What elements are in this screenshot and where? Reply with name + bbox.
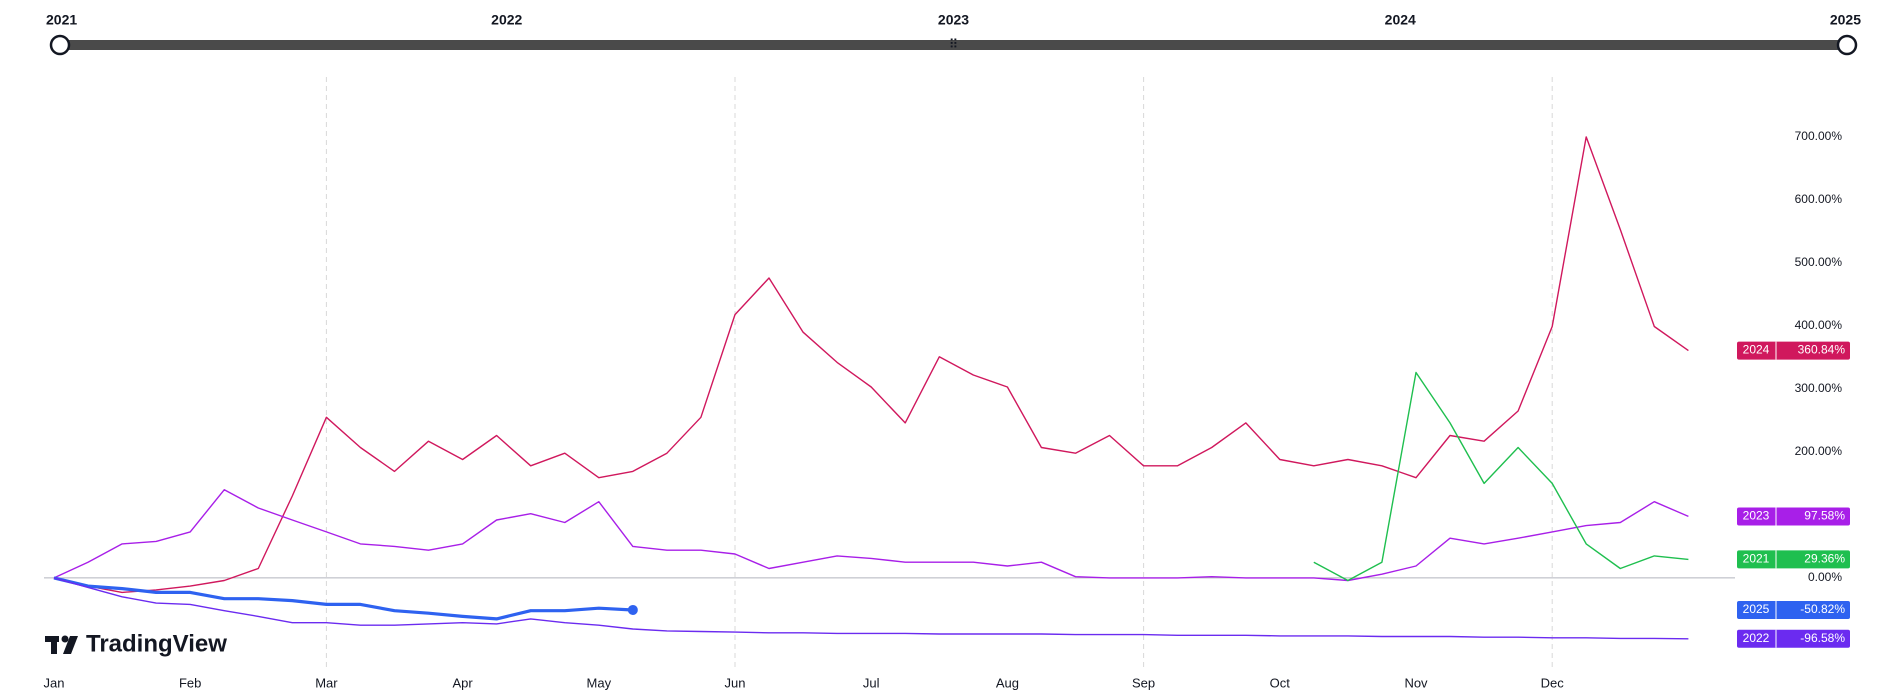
tag-series-name: 2021 xyxy=(1743,552,1770,566)
y-tick-label: 0.00% xyxy=(1808,570,1842,584)
brand-logo: TradingView xyxy=(45,630,227,657)
tag-bg xyxy=(1737,507,1850,526)
tag-bg xyxy=(1737,629,1850,648)
range-label: 2022 xyxy=(491,12,522,28)
tag-value: 360.84% xyxy=(1798,343,1846,357)
last-value-tag: 2025 -50.82% xyxy=(1737,600,1850,619)
last-value-tag: 2021 29.36% xyxy=(1737,550,1850,569)
tag-bg xyxy=(1737,341,1850,360)
logo-part xyxy=(61,635,69,643)
x-tick-label: Nov xyxy=(1404,675,1428,690)
x-tick-label: Jun xyxy=(725,675,746,690)
range-handle xyxy=(49,34,71,56)
tag-value: -96.58% xyxy=(1800,631,1845,645)
range-grip: ⠿ xyxy=(949,36,959,51)
range-label: 2023 xyxy=(938,12,969,28)
tag-value: 97.58% xyxy=(1804,509,1845,523)
brand-name: TradingView xyxy=(86,630,227,657)
tag-bg xyxy=(1737,550,1850,569)
range-label: 2021 xyxy=(46,12,77,28)
series-line xyxy=(53,576,633,621)
y-tick-label: 200.00% xyxy=(1795,444,1843,458)
tag-value: 29.36% xyxy=(1804,552,1845,566)
x-tick-label: Feb xyxy=(179,675,201,690)
tag-series-name: 2024 xyxy=(1743,343,1770,357)
range-handle xyxy=(1836,34,1858,56)
series-line xyxy=(53,489,1689,582)
tag-series-name: 2023 xyxy=(1743,509,1770,523)
x-tick-label: Jan xyxy=(44,675,65,690)
x-tick-label: Sep xyxy=(1132,675,1155,690)
x-tick-label: May xyxy=(587,675,612,690)
x-tick-label: Apr xyxy=(452,675,473,690)
y-tick-label: 400.00% xyxy=(1795,318,1843,332)
y-tick-label: 700.00% xyxy=(1795,129,1843,143)
x-tick-label: Mar xyxy=(315,675,338,690)
tag-bg xyxy=(1737,600,1850,619)
x-tick-label: Oct xyxy=(1270,675,1291,690)
range-label: 2025 xyxy=(1830,12,1861,28)
y-tick-label: 600.00% xyxy=(1795,192,1843,206)
logo-part xyxy=(63,636,78,654)
series-line xyxy=(53,136,1689,594)
tag-series-name: 2022 xyxy=(1743,631,1770,645)
last-value-tag: 2022 -96.58% xyxy=(1737,629,1850,648)
series-line xyxy=(53,577,1689,640)
last-value-tag: 2023 97.58% xyxy=(1737,507,1850,526)
range-track xyxy=(60,40,1847,50)
tag-value: -50.82% xyxy=(1800,602,1845,616)
x-tick-label: Jul xyxy=(863,675,880,690)
logo-part xyxy=(51,636,57,654)
x-tick-label: Dec xyxy=(1541,675,1565,690)
x-tick-label: Aug xyxy=(996,675,1019,690)
y-tick-label: 300.00% xyxy=(1795,381,1843,395)
series-line xyxy=(1313,371,1689,582)
y-tick-label: 500.00% xyxy=(1795,255,1843,269)
tag-series-name: 2025 xyxy=(1743,602,1770,616)
series-end-dot xyxy=(627,604,638,615)
last-value-tag: 2024 360.84% xyxy=(1737,341,1850,360)
range-label: 2024 xyxy=(1385,12,1416,28)
